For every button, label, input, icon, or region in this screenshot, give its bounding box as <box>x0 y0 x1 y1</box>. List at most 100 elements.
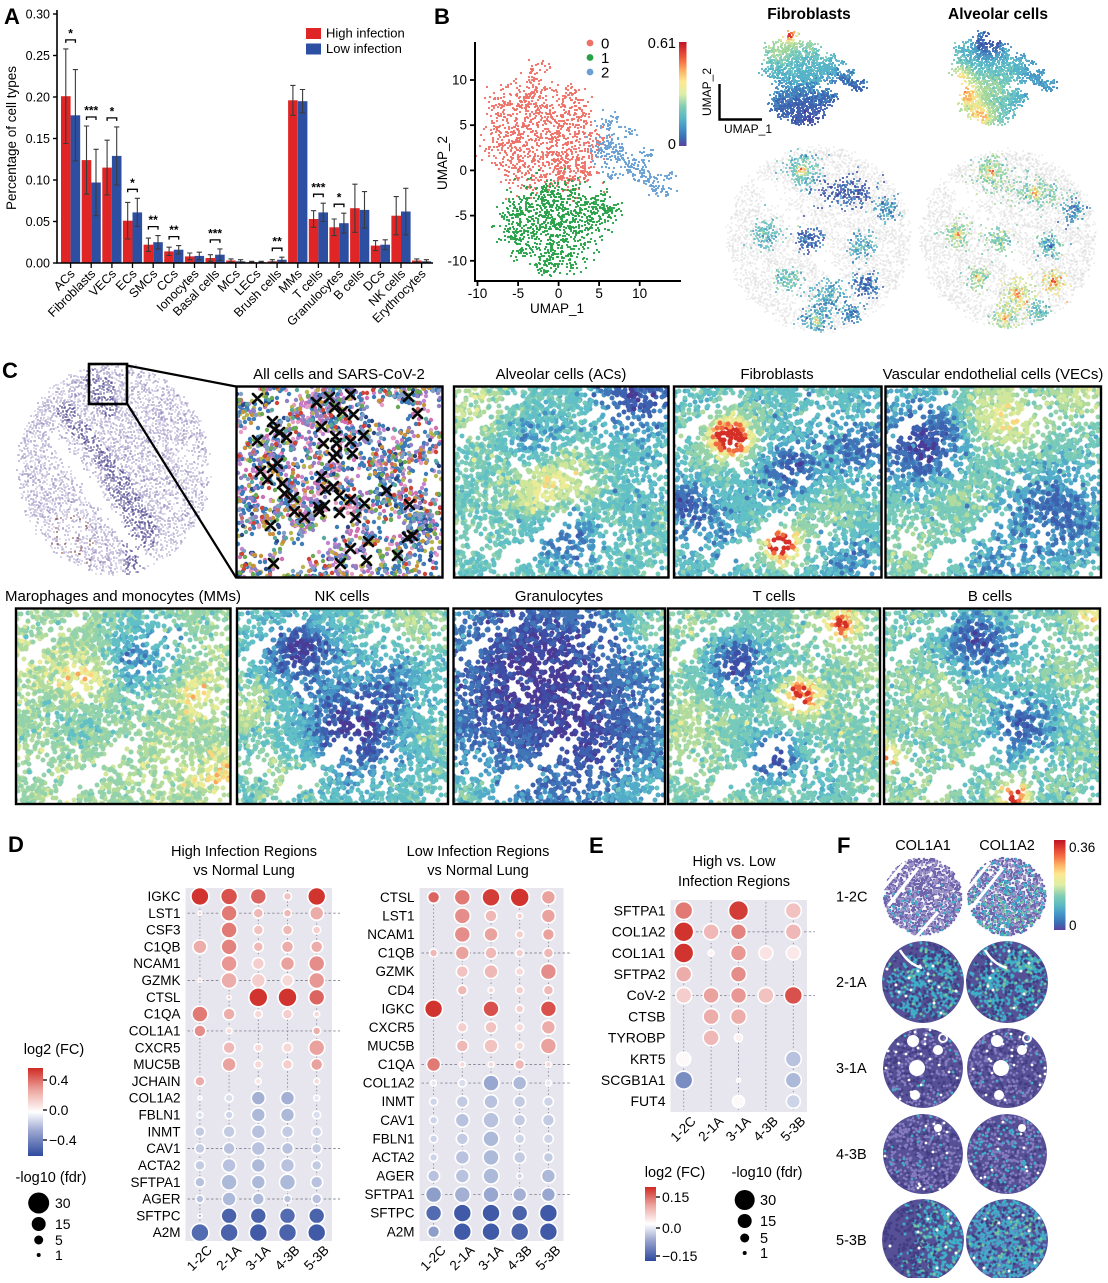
svg-text:**: ** <box>169 223 179 237</box>
svg-text:COL1A1: COL1A1 <box>129 1024 181 1039</box>
svg-text:LST1: LST1 <box>148 906 180 921</box>
svg-text:FUT4: FUT4 <box>631 1093 666 1109</box>
svg-text:3-1A: 3-1A <box>723 1114 754 1145</box>
svg-text:vs Normal Lung: vs Normal Lung <box>193 863 295 879</box>
svg-text:AGER: AGER <box>142 1192 181 1207</box>
svg-text:CTSB: CTSB <box>628 1008 665 1024</box>
svg-text:0.00: 0.00 <box>26 257 50 271</box>
svg-text:Low infection: Low infection <box>326 41 402 56</box>
svg-text:-5: -5 <box>455 208 467 223</box>
svg-text:SFTPA1: SFTPA1 <box>614 902 666 918</box>
svg-text:COL1A2: COL1A2 <box>129 1091 181 1106</box>
svg-text:UMAP_2: UMAP_2 <box>700 68 714 116</box>
svg-text:0.25: 0.25 <box>26 49 50 63</box>
svg-text:5: 5 <box>459 118 467 133</box>
svg-text:5-3B: 5-3B <box>533 1243 564 1274</box>
svg-text:0: 0 <box>668 137 676 153</box>
svg-text:15: 15 <box>760 1214 776 1230</box>
svg-text:0.0: 0.0 <box>662 1220 682 1236</box>
svg-text:-10: -10 <box>447 253 467 268</box>
svg-text:**: ** <box>272 235 282 249</box>
svg-text:Percentage of cell types: Percentage of cell types <box>4 66 19 210</box>
svg-text:CAV1: CAV1 <box>146 1141 180 1156</box>
svg-text:INMT: INMT <box>382 1094 415 1109</box>
svg-text:0: 0 <box>555 286 563 301</box>
svg-text:*: * <box>68 26 73 40</box>
svg-text:-log10 (fdr): -log10 (fdr) <box>732 1165 803 1181</box>
svg-text:CXCR5: CXCR5 <box>135 1040 181 1055</box>
svg-text:10: 10 <box>452 73 467 88</box>
svg-text:log2 (FC): log2 (FC) <box>24 1042 84 1058</box>
svg-text:IGKC: IGKC <box>381 1001 414 1016</box>
svg-text:A2M: A2M <box>153 1225 181 1240</box>
svg-text:0.4: 0.4 <box>49 1072 69 1088</box>
svg-text:MUC5B: MUC5B <box>367 1039 414 1054</box>
svg-text:Vascular endothelial cells (VE: Vascular endothelial cells (VECs) <box>883 366 1104 383</box>
svg-text:E: E <box>589 833 604 858</box>
svg-text:30: 30 <box>55 1195 71 1211</box>
svg-text:SFTPC: SFTPC <box>136 1208 181 1223</box>
svg-text:High vs. Low: High vs. Low <box>692 854 776 870</box>
svg-text:***: *** <box>208 226 222 240</box>
svg-text:High Infection Regions: High Infection Regions <box>171 844 317 860</box>
svg-text:Marophages and monocytes (MMs): Marophages and monocytes (MMs) <box>5 588 241 605</box>
svg-text:SFTPC: SFTPC <box>370 1206 415 1221</box>
svg-text:2-1A: 2-1A <box>695 1114 726 1145</box>
svg-text:0.61: 0.61 <box>648 36 676 52</box>
svg-text:NCAM1: NCAM1 <box>367 927 414 942</box>
svg-text:CoV-2: CoV-2 <box>627 987 666 1003</box>
svg-text:F: F <box>837 833 850 858</box>
svg-text:SFTPA1: SFTPA1 <box>364 1187 414 1202</box>
svg-text:*: * <box>337 191 342 205</box>
svg-text:CSF3: CSF3 <box>146 923 181 938</box>
svg-text:0.05: 0.05 <box>26 215 50 229</box>
svg-text:4-3B: 4-3B <box>750 1114 781 1145</box>
svg-text:*: * <box>130 176 135 190</box>
svg-text:FBLN1: FBLN1 <box>372 1131 414 1146</box>
svg-text:C1QB: C1QB <box>378 946 415 961</box>
svg-text:0.15: 0.15 <box>662 1189 689 1205</box>
svg-text:0.15: 0.15 <box>26 132 50 146</box>
svg-text:2-1A: 2-1A <box>836 975 867 991</box>
svg-text:B cells: B cells <box>968 588 1012 605</box>
svg-text:4-3B: 4-3B <box>836 1147 867 1163</box>
svg-text:1-2C: 1-2C <box>836 890 867 906</box>
svg-text:3-1A: 3-1A <box>836 1061 867 1077</box>
svg-text:COL1A1: COL1A1 <box>612 945 666 961</box>
svg-text:2: 2 <box>601 65 609 82</box>
svg-text:SCGB1A1: SCGB1A1 <box>601 1072 666 1088</box>
svg-text:10: 10 <box>632 286 647 301</box>
svg-text:Fibroblasts: Fibroblasts <box>740 366 813 383</box>
svg-text:CTSL: CTSL <box>146 990 181 1005</box>
svg-text:C: C <box>2 358 18 383</box>
svg-text:A2M: A2M <box>387 1224 415 1239</box>
svg-text:***: *** <box>311 181 325 195</box>
svg-text:Infection Regions: Infection Regions <box>678 874 790 890</box>
svg-text:COL1A2: COL1A2 <box>979 838 1035 854</box>
svg-text:COL1A1: COL1A1 <box>895 838 951 854</box>
svg-text:1-2C: 1-2C <box>668 1113 699 1144</box>
svg-text:UMAP_1: UMAP_1 <box>724 122 772 136</box>
svg-text:COL1A2: COL1A2 <box>612 924 666 940</box>
svg-text:High infection: High infection <box>326 26 405 41</box>
svg-text:TYROBP: TYROBP <box>608 1030 666 1046</box>
svg-text:1-2C: 1-2C <box>417 1242 448 1273</box>
svg-text:0.20: 0.20 <box>26 91 50 105</box>
svg-text:ACTA2: ACTA2 <box>372 1150 415 1165</box>
svg-text:D: D <box>8 832 24 857</box>
svg-text:4-3B: 4-3B <box>272 1243 303 1274</box>
svg-text:3-1A: 3-1A <box>243 1243 274 1274</box>
svg-text:UMAP_2: UMAP_2 <box>435 136 450 190</box>
svg-text:*: * <box>110 104 115 118</box>
svg-text:GZMK: GZMK <box>376 964 415 979</box>
svg-text:Fibroblasts: Fibroblasts <box>767 6 851 23</box>
svg-text:0: 0 <box>459 163 467 178</box>
svg-text:-10: -10 <box>468 286 488 301</box>
svg-text:NCAM1: NCAM1 <box>133 956 180 971</box>
svg-text:NK cells: NK cells <box>314 588 369 605</box>
svg-text:FBLN1: FBLN1 <box>138 1108 180 1123</box>
svg-text:CTSL: CTSL <box>380 890 415 905</box>
svg-text:1: 1 <box>601 50 609 67</box>
svg-text:-log10 (fdr): -log10 (fdr) <box>16 1170 87 1186</box>
svg-text:All cells and SARS-CoV-2: All cells and SARS-CoV-2 <box>253 366 425 383</box>
